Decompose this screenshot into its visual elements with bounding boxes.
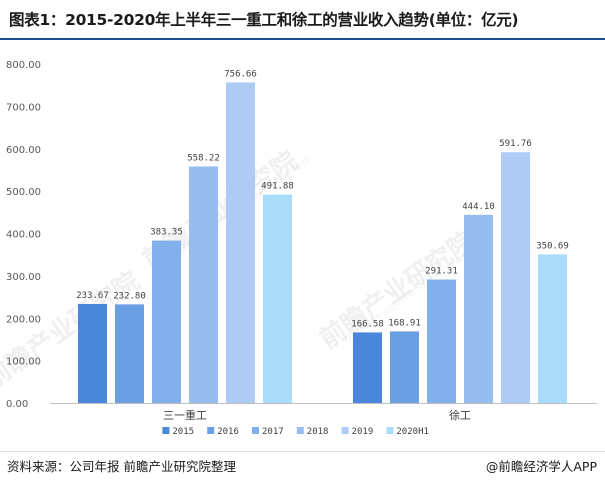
data-label: 233.67 xyxy=(76,291,109,301)
source-note: 资料来源：公司年报 前瞻产业研究院整理 xyxy=(7,459,236,474)
y-tick-label: 500.00 xyxy=(6,187,41,198)
y-tick-label: 400.00 xyxy=(6,230,41,241)
bar-2018-0 xyxy=(189,166,218,403)
x-category-label: 三一重工 xyxy=(163,408,207,422)
y-tick-label: 700.00 xyxy=(6,102,41,113)
bar-chart: 0.00 100.00 200.00 300.00 400.00 500.00 600.00… xyxy=(6,60,597,437)
bar-2016-0 xyxy=(115,304,144,403)
bar-2018-1 xyxy=(464,214,493,403)
chart-title: 图表1：2015-2020年上半年三一重工和徐工的营业收入趋势(单位：亿元) xyxy=(9,11,519,29)
bar-2017-1 xyxy=(427,279,456,403)
legend-label: 2019 xyxy=(352,427,374,437)
data-label: 558.22 xyxy=(187,153,220,163)
credit-note: @前瞻经济学人APP xyxy=(485,459,597,474)
y-tick-label: 100.00 xyxy=(6,357,41,368)
legend-label: 2016 xyxy=(217,427,239,437)
legend-label: 2018 xyxy=(307,427,329,437)
legend-swatch-2019 xyxy=(341,427,349,434)
legend-label: 2017 xyxy=(262,427,284,437)
bar-2015-1 xyxy=(353,332,382,403)
legend-label: 2020H1 xyxy=(396,427,429,437)
y-tick-label: 0.00 xyxy=(6,399,28,410)
data-label: 232.80 xyxy=(113,291,146,301)
x-category-label: 徐工 xyxy=(449,408,471,422)
y-tick-label: 800.00 xyxy=(6,60,41,71)
y-tick-label: 200.00 xyxy=(6,314,41,325)
data-label: 166.58 xyxy=(351,319,384,329)
bar-2017-0 xyxy=(152,240,181,403)
bar-2019-0 xyxy=(226,82,255,403)
data-label: 444.10 xyxy=(462,202,495,212)
data-label: 591.76 xyxy=(499,139,532,149)
legend-swatch-2015 xyxy=(162,427,170,434)
footer-divider xyxy=(0,451,605,452)
data-label: 756.66 xyxy=(224,69,257,79)
y-tick-label: 600.00 xyxy=(6,145,41,156)
title-underline xyxy=(0,38,605,40)
legend-swatch-2020H1 xyxy=(386,427,394,434)
bar-2020H1-0 xyxy=(263,194,292,403)
data-label: 291.31 xyxy=(425,267,458,277)
legend-swatch-2018 xyxy=(296,427,304,434)
data-label: 350.69 xyxy=(536,241,569,251)
bar-2015-0 xyxy=(78,303,107,403)
legend-label: 2015 xyxy=(172,427,194,437)
legend-swatch-2017 xyxy=(252,427,259,434)
legend-swatch-2016 xyxy=(207,427,215,434)
data-label: 491.88 xyxy=(261,182,294,192)
bar-2016-1 xyxy=(390,331,419,403)
bar-2020H1-1 xyxy=(538,254,567,403)
data-label: 383.35 xyxy=(150,228,183,238)
data-label: 168.91 xyxy=(388,318,421,328)
bar-2019-1 xyxy=(501,152,530,403)
y-tick-label: 300.00 xyxy=(6,272,41,283)
